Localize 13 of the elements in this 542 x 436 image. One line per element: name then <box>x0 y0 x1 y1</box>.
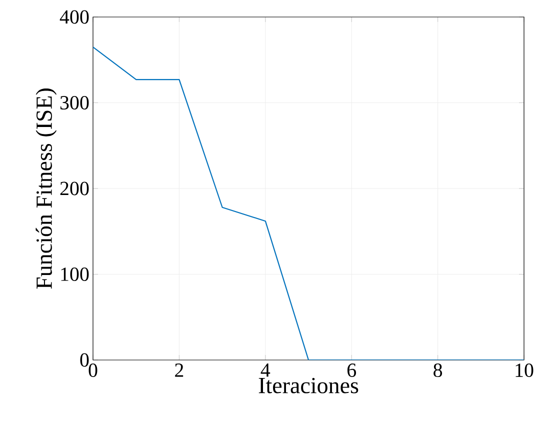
y-tick-label: 0 <box>80 353 89 367</box>
x-tick-label: 4 <box>260 364 270 377</box>
x-tick-label: 0 <box>88 364 98 378</box>
y-tick-label: 300 <box>60 96 89 110</box>
x-axis-title: Iteraciones <box>258 378 358 394</box>
x-tick-label: 6 <box>347 364 356 377</box>
x-tick-label: 8 <box>434 364 442 378</box>
y-tick-label: 100 <box>61 268 89 282</box>
y-tick-label: 400 <box>60 10 89 24</box>
x-tick-label: 2 <box>175 364 184 377</box>
y-tick-label: 200 <box>60 182 89 196</box>
y-axis-title: Función Fitness (ISE) <box>36 88 57 289</box>
x-tick-label: 10 <box>516 364 534 378</box>
